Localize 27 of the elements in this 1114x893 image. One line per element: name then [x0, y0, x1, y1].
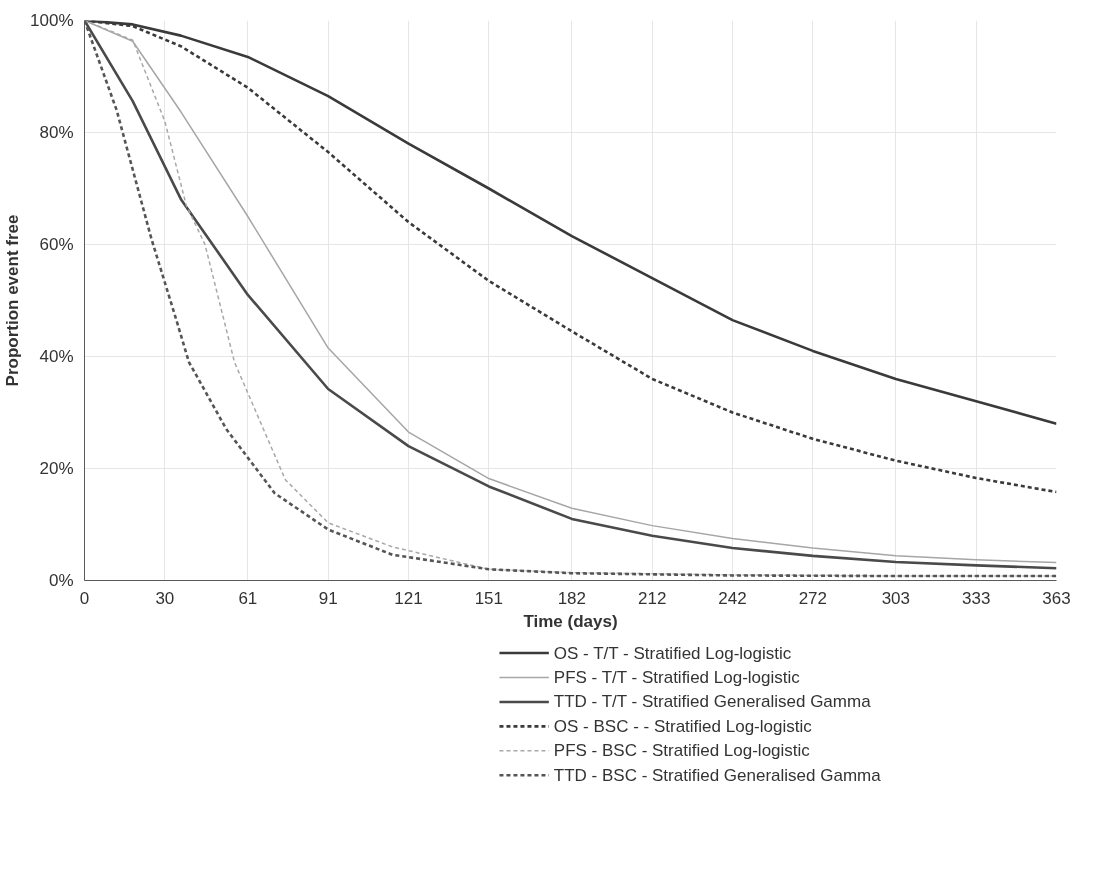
x-tick-label: 91 [318, 588, 338, 608]
y-axis-title: Proportion event free [3, 214, 23, 387]
x-axis-title: Time (days) [523, 611, 618, 631]
x-tick-label: 121 [394, 588, 423, 608]
y-tick-label: 40% [39, 347, 74, 366]
y-tick-label: 20% [39, 459, 74, 478]
y-tick-label: 60% [39, 235, 74, 254]
x-tick-label: 151 [474, 588, 504, 608]
x-tick-label: 333 [961, 588, 991, 608]
x-tick-label: 272 [798, 588, 828, 608]
x-tick-label: 303 [881, 588, 911, 608]
x-tick-label: 363 [1042, 588, 1071, 608]
legend-label: OS - BSC - - Stratified Log-logistic [553, 716, 813, 736]
legend-label: TTD - BSC - Stratified Generalised Gamma [553, 765, 882, 785]
legend-label: PFS - T/T - Stratified Log-logistic [553, 668, 801, 687]
x-tick-label: 61 [238, 588, 258, 608]
x-tick-label: 30 [155, 588, 175, 608]
legend-label: PFS - BSC - Stratified Log-logistic [553, 741, 811, 761]
x-tick-label: 0 [79, 588, 90, 608]
y-tick-label: 0% [48, 571, 74, 590]
x-tick-label: 182 [557, 588, 587, 608]
y-tick-label: 100% [30, 11, 74, 30]
y-tick-label: 80% [39, 123, 74, 142]
legend-label: TTD - T/T - Stratified Generalised Gamma [553, 692, 872, 712]
x-tick-label: 212 [637, 588, 667, 608]
x-tick-label: 242 [718, 588, 747, 608]
legend-label: OS - T/T - Stratified Log-logistic [553, 643, 792, 663]
